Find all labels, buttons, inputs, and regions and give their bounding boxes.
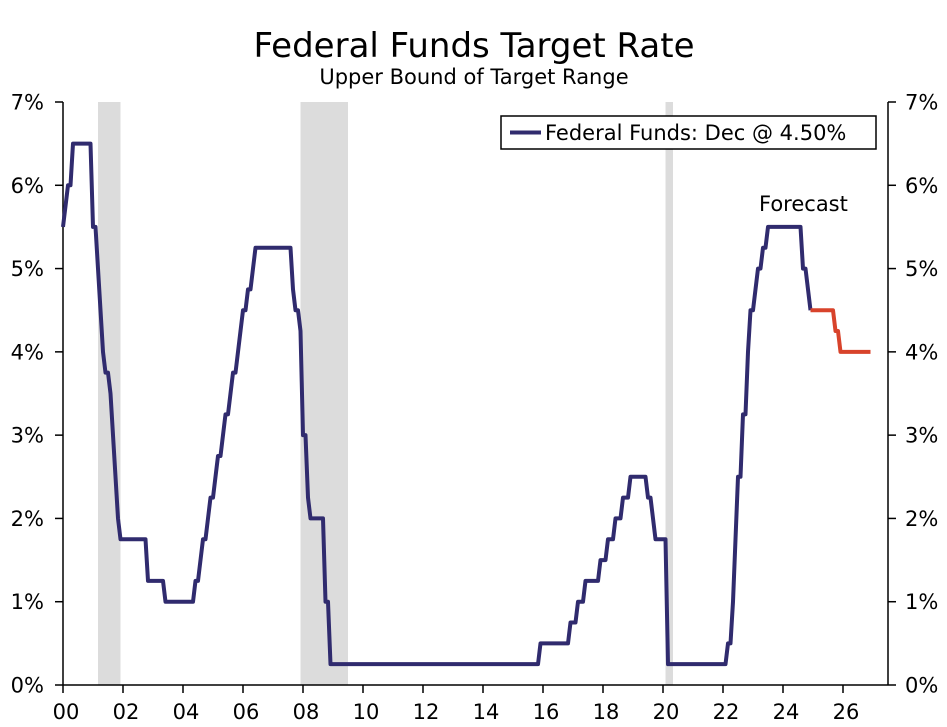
series-layer (61, 141, 871, 667)
y-tick-label-right: 0% (905, 674, 938, 698)
y-tick-label-left: 6% (11, 174, 44, 198)
y-tick-label-left: 2% (11, 507, 44, 531)
y-tick-label-right: 2% (905, 507, 938, 531)
x-tick-label: 04 (173, 700, 200, 724)
y-tick-label-right: 1% (905, 590, 938, 614)
recession-shading-layer (98, 102, 673, 685)
y-tick-label-left: 3% (11, 424, 44, 448)
x-tick-label: 10 (353, 700, 380, 724)
y-tick-label-left: 1% (11, 590, 44, 614)
y-tick-label-left: 7% (11, 91, 44, 115)
y-tick-label-right: 7% (905, 91, 938, 115)
x-tick-label: 22 (713, 700, 740, 724)
chart-title: Federal Funds Target Rate (253, 26, 694, 66)
x-tick-label: 16 (533, 700, 560, 724)
axes (62, 102, 889, 686)
legend-label: Federal Funds: Dec @ 4.50% (545, 121, 846, 145)
y-tick-label-left: 0% (11, 674, 44, 698)
y-tick-label-right: 5% (905, 257, 938, 281)
x-tick-label: 02 (113, 700, 140, 724)
x-tick-label: 00 (53, 700, 80, 724)
legend: Federal Funds: Dec @ 4.50% (500, 115, 877, 150)
y-tick-label-right: 6% (905, 174, 938, 198)
series-line-forecast (810, 308, 871, 354)
x-tick-label: 20 (653, 700, 680, 724)
x-tick-label: 08 (293, 700, 320, 724)
recession-band (665, 102, 673, 685)
y-tick-label-right: 3% (905, 424, 938, 448)
tick-layer: 0% 0% 1% 1% 2% 2% 3% 3% 4% 4% 5% 5% 6% 6% 7% 7% 00 02 04 06… (11, 91, 939, 725)
y-tick-label-right: 4% (905, 340, 938, 364)
series-line-federal-funds (61, 141, 813, 667)
x-tick-label: 14 (473, 700, 500, 724)
chart-subtitle: Upper Bound of Target Range (319, 65, 628, 89)
x-tick-label: 12 (413, 700, 440, 724)
x-tick-label: 26 (833, 700, 860, 724)
x-tick-label: 06 (233, 700, 260, 724)
x-tick-label: 24 (773, 700, 800, 724)
x-tick-label: 18 (593, 700, 620, 724)
legend-box (500, 115, 877, 150)
forecast-annotation: Forecast (759, 192, 848, 216)
y-tick-label-left: 5% (11, 257, 44, 281)
y-tick-label-left: 4% (11, 340, 44, 364)
